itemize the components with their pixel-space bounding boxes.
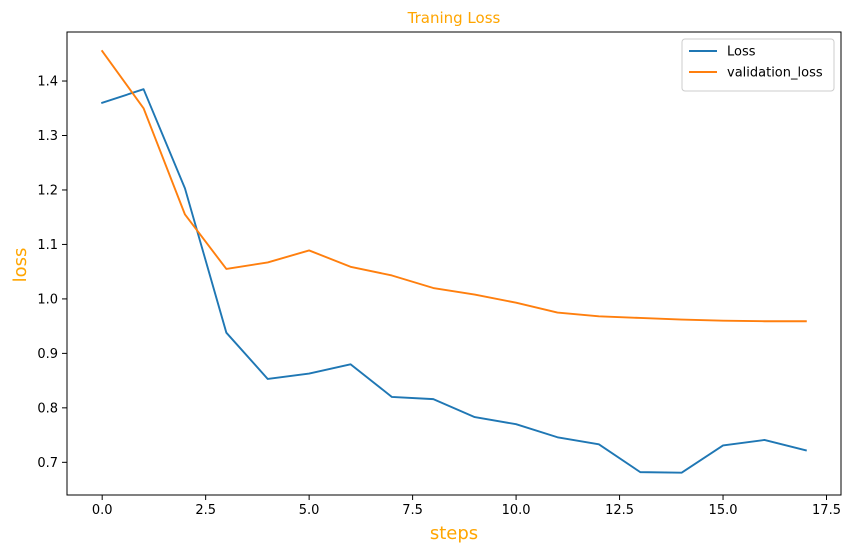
x-tick-label: 7.5 — [402, 503, 423, 518]
y-tick-label: 0.9 — [37, 347, 58, 362]
y-tick-label: 1.3 — [37, 129, 58, 144]
legend-label: validation_loss — [727, 66, 823, 81]
legend-box — [681, 38, 835, 92]
x-tick-label: 17.5 — [812, 503, 841, 518]
y-tick-label: 1.4 — [37, 75, 58, 90]
y-axis-title: loss — [10, 248, 31, 283]
x-tick-label: 5.0 — [299, 503, 320, 518]
axes-frame — [66, 31, 842, 496]
x-tick-label: 0.0 — [92, 503, 113, 518]
y-tick-label: 0.8 — [37, 401, 58, 416]
y-tick-label: 1.2 — [37, 183, 58, 198]
x-tick-label: 12.5 — [605, 503, 634, 518]
legend: Loss validation_loss — [681, 38, 835, 92]
x-axis-title: steps — [430, 523, 478, 544]
y-tick-label: 1.0 — [37, 292, 58, 307]
x-tick-label: 2.5 — [195, 503, 216, 518]
series-line-loss — [100, 88, 807, 474]
y-tick-label: 0.7 — [37, 456, 58, 471]
x-tick-label: 10.0 — [502, 503, 531, 518]
y-axis: 0.7 0.8 0.9 1.0 1.1 1.2 1.3 1.4 — [37, 75, 67, 471]
chart-title: Traning Loss — [407, 9, 501, 27]
plot-area — [66, 31, 842, 496]
series-line-validation-loss — [100, 49, 807, 323]
legend-label: Loss — [727, 45, 756, 60]
x-tick-label: 15.0 — [709, 503, 738, 518]
y-tick-label: 1.1 — [37, 238, 58, 253]
x-axis: 0.0 2.5 5.0 7.5 10.0 12.5 15.0 17.5 — [92, 495, 841, 518]
